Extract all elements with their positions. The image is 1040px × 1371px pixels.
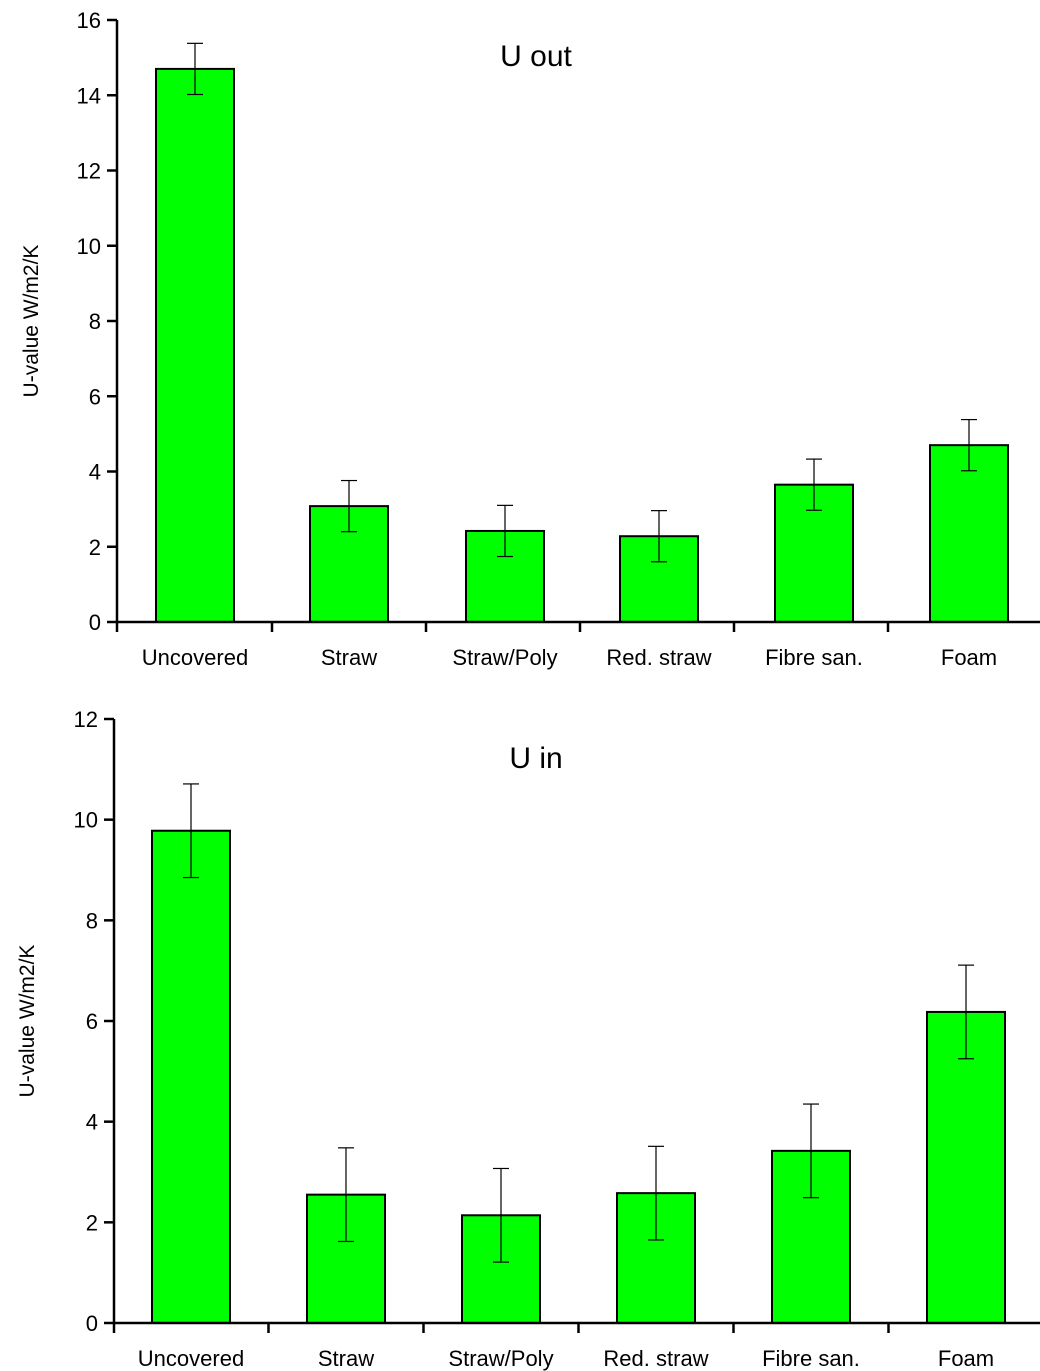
- y-tick-label: 0: [86, 1311, 98, 1336]
- chart-title: U out: [500, 40, 572, 73]
- x-tick-label: Straw/Poly: [448, 1346, 553, 1371]
- x-tick-label: Fibre san.: [762, 1346, 860, 1371]
- x-tick-label: Straw: [321, 645, 377, 670]
- bar: [926, 1010, 1006, 1324]
- y-tick-label: 4: [89, 460, 101, 485]
- x-tick-label: Red. straw: [603, 1346, 708, 1371]
- x-tick-label: Uncovered: [142, 645, 248, 670]
- y-axis-label: U-value W/m2/K: [20, 245, 43, 398]
- bar: [155, 67, 235, 624]
- y-axis-label: U-value W/m2/K: [16, 945, 39, 1098]
- y-tick-label: 10: [74, 808, 98, 833]
- chart-title: U in: [509, 742, 562, 775]
- y-tick-label: 12: [74, 707, 98, 732]
- x-tick-label: Red. straw: [606, 645, 711, 670]
- chart-panel-2: U in U-value W/m2/K 0 2 4 6 8 10 12 Uncovered Stra…: [16, 707, 1040, 1371]
- x-tick-label: Uncovered: [138, 1346, 244, 1371]
- y-tick-label: 6: [89, 384, 101, 409]
- y-tick-label: 2: [86, 1210, 98, 1235]
- y-tick-label: 6: [86, 1009, 98, 1034]
- y-tick-label: 16: [77, 8, 101, 33]
- chart-panel-1: U out U-value W/m2/K 0 2 4 6 8 10 12 14 16 Uncovere…: [20, 8, 1040, 670]
- x-tick-label: Straw: [318, 1346, 374, 1371]
- bar: [929, 444, 1009, 623]
- y-tick-label: 10: [77, 234, 101, 259]
- x-tick-label: Foam: [941, 645, 997, 670]
- y-tick-label: 12: [77, 159, 101, 184]
- y-tick-label: 8: [86, 908, 98, 933]
- x-tick-label: Straw/Poly: [452, 645, 557, 670]
- x-tick-label: Foam: [938, 1346, 994, 1371]
- bar: [151, 829, 231, 1324]
- y-tick-label: 0: [89, 610, 101, 635]
- y-tick-label: 2: [89, 535, 101, 560]
- x-tick-label: Fibre san.: [765, 645, 863, 670]
- y-tick-label: 14: [77, 83, 101, 108]
- y-tick-label: 8: [89, 309, 101, 334]
- y-tick-label: 4: [86, 1110, 98, 1135]
